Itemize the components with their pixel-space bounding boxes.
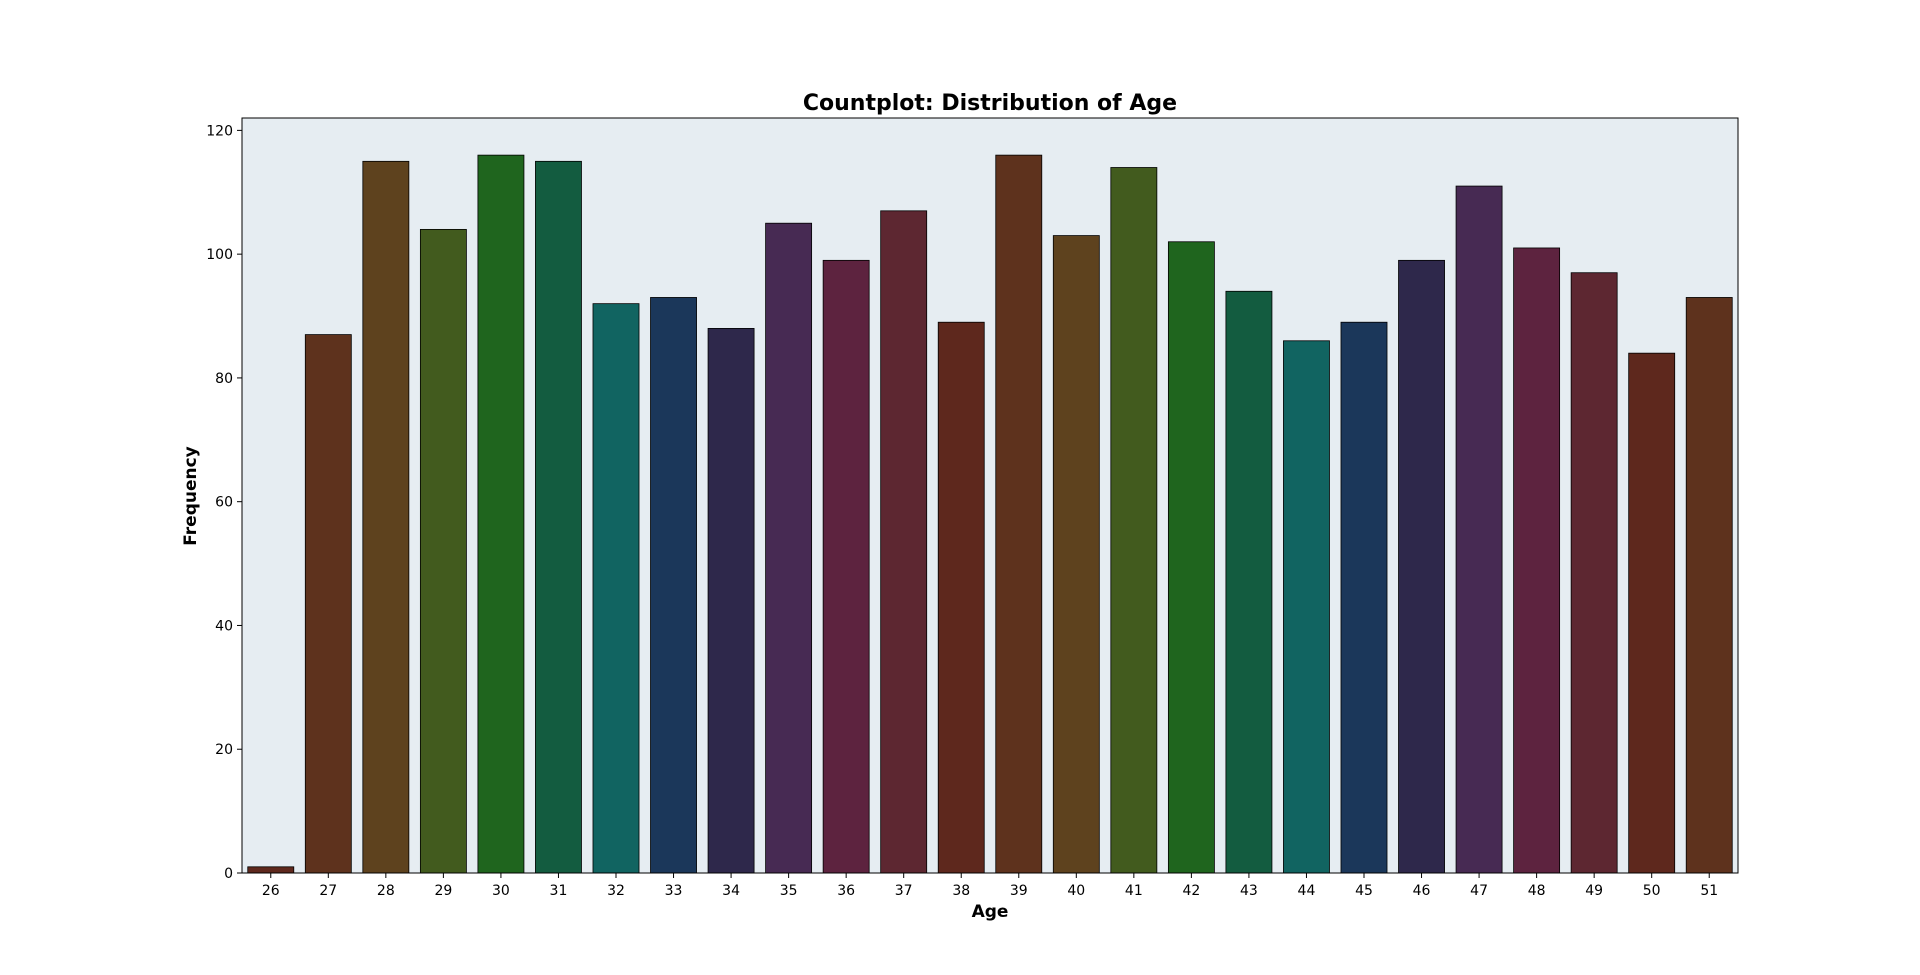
x-tick-label: 32 bbox=[607, 883, 625, 899]
x-tick-label: 47 bbox=[1470, 883, 1488, 899]
x-tick-label: 46 bbox=[1413, 883, 1431, 899]
y-tick-label: 20 bbox=[215, 742, 233, 758]
x-axis-ticks: 26 27 28 29 30 31 32 33 34 35 36 37 38 39 40 41 42 43 44 45… bbox=[262, 873, 1718, 899]
x-tick-label: 29 bbox=[434, 883, 452, 899]
bar-51 bbox=[1685, 297, 1733, 874]
x-tick-label: 42 bbox=[1182, 883, 1200, 899]
bar-40 bbox=[1052, 235, 1100, 874]
bar-31 bbox=[535, 160, 582, 874]
bar-39 bbox=[995, 154, 1043, 874]
y-tick-label: 0 bbox=[224, 866, 233, 882]
bar-29 bbox=[419, 228, 467, 874]
bar-49 bbox=[1570, 272, 1618, 874]
bar-42 bbox=[1167, 241, 1215, 874]
x-tick-label: 51 bbox=[1700, 883, 1718, 899]
x-tick-label: 49 bbox=[1585, 883, 1603, 899]
y-axis-ticks: 0 20 40 60 80 100 120 bbox=[206, 123, 242, 882]
x-tick-label: 28 bbox=[377, 883, 395, 899]
x-tick-label: 30 bbox=[492, 883, 510, 899]
y-tick-label: 120 bbox=[206, 123, 233, 139]
x-tick-label: 44 bbox=[1298, 883, 1316, 899]
bar-30 bbox=[477, 154, 525, 874]
bar-43 bbox=[1225, 290, 1273, 874]
bar-28 bbox=[362, 160, 410, 874]
bar-26 bbox=[247, 866, 295, 874]
bar-46 bbox=[1398, 259, 1445, 874]
bars-group bbox=[247, 154, 1733, 874]
y-tick-label: 100 bbox=[206, 247, 233, 263]
x-tick-label: 35 bbox=[780, 883, 798, 899]
x-tick-label: 41 bbox=[1125, 883, 1143, 899]
x-tick-label: 37 bbox=[895, 883, 913, 899]
bar-37 bbox=[880, 210, 928, 874]
bar-36 bbox=[822, 259, 870, 874]
bar-33 bbox=[650, 297, 697, 874]
bar-50 bbox=[1628, 352, 1676, 874]
x-tick-label: 50 bbox=[1643, 883, 1661, 899]
bar-27 bbox=[304, 334, 352, 874]
plot-frame bbox=[241, 117, 1739, 874]
x-tick-label: 48 bbox=[1528, 883, 1546, 899]
x-tick-label: 33 bbox=[665, 883, 683, 899]
x-axis-label: Age bbox=[972, 902, 1009, 922]
bar-32 bbox=[592, 303, 640, 874]
x-tick-label: 31 bbox=[550, 883, 568, 899]
x-tick-label: 39 bbox=[1010, 883, 1028, 899]
y-axis-label: Frequency bbox=[181, 446, 201, 546]
bar-48 bbox=[1513, 247, 1561, 874]
bar-34 bbox=[707, 328, 755, 874]
bar-47 bbox=[1455, 185, 1503, 874]
y-tick-label: 40 bbox=[215, 618, 233, 634]
y-tick-label: 80 bbox=[215, 371, 233, 387]
bar-44 bbox=[1283, 340, 1330, 874]
bar-41 bbox=[1110, 167, 1158, 874]
x-tick-label: 43 bbox=[1240, 883, 1258, 899]
x-tick-label: 38 bbox=[952, 883, 970, 899]
x-tick-label: 27 bbox=[319, 883, 337, 899]
chart-title: Countplot: Distribution of Age bbox=[803, 91, 1177, 116]
x-tick-label: 40 bbox=[1067, 883, 1085, 899]
bar-45 bbox=[1340, 321, 1388, 874]
x-tick-label: 34 bbox=[722, 883, 740, 899]
x-tick-label: 36 bbox=[837, 883, 855, 899]
x-tick-label: 26 bbox=[262, 883, 280, 899]
bar-35 bbox=[765, 222, 813, 874]
bar-38 bbox=[937, 321, 985, 874]
x-tick-label: 45 bbox=[1355, 883, 1373, 899]
y-tick-label: 60 bbox=[215, 495, 233, 511]
